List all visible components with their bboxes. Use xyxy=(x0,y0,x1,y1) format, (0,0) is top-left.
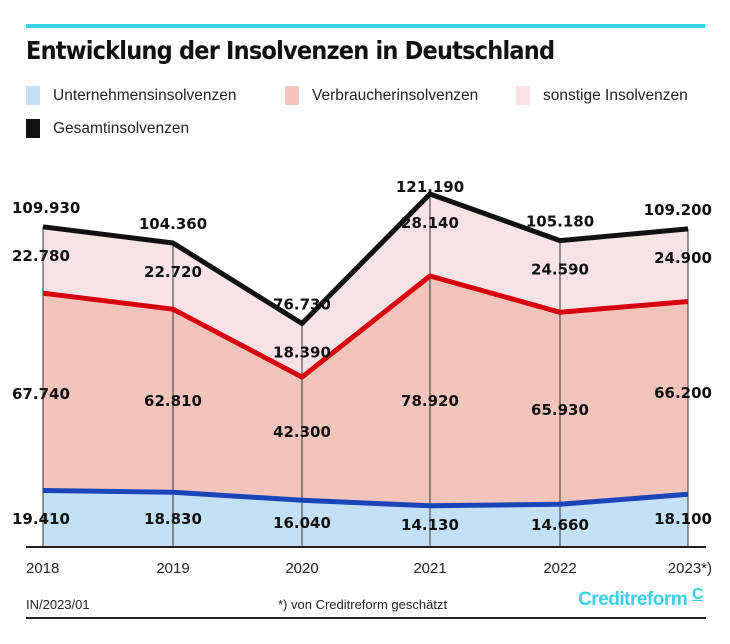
chart-title: Entwicklung der Insolvenzen in Deutschla… xyxy=(26,36,555,65)
legend-item-verbraucher: Verbraucherinsolvenzen xyxy=(285,86,478,105)
label-verbraucher-2020: 42.300 xyxy=(273,423,331,441)
label-unternehmen-2020: 16.040 xyxy=(273,514,331,532)
brand-name: Creditreform xyxy=(578,589,688,610)
footer-rule xyxy=(26,617,706,619)
label-gesamt-2023*): 109.200 xyxy=(644,201,712,219)
label-gesamt-2018: 109.930 xyxy=(12,199,80,217)
legend-label: Verbraucherinsolvenzen xyxy=(312,86,479,104)
line-gesamt xyxy=(42,191,689,326)
area-unternehmen xyxy=(43,490,688,547)
label-verbraucher-2018: 67.740 xyxy=(12,385,70,403)
accent-bar xyxy=(26,24,705,28)
x-tick-2023*): 2023*) xyxy=(668,560,712,577)
label-unternehmen-2021: 14.130 xyxy=(401,516,459,534)
label-unternehmen-2023*): 18.100 xyxy=(654,510,712,528)
footer-code: IN/2023/01 xyxy=(26,597,90,612)
line-unternehmen xyxy=(42,488,689,509)
brand-logo: Creditreform C xyxy=(578,586,704,611)
x-tick-2021: 2021 xyxy=(413,560,446,577)
label-sonstige-2022: 24.590 xyxy=(531,261,589,279)
legend-swatch xyxy=(26,119,40,138)
x-tick-2022: 2022 xyxy=(543,560,576,577)
label-sonstige-2020: 18.390 xyxy=(273,344,331,362)
legend-label: sonstige Insolvenzen xyxy=(543,86,688,104)
legend-swatch xyxy=(285,86,299,105)
label-sonstige-2019: 22.720 xyxy=(144,263,202,281)
label-verbraucher-2021: 78.920 xyxy=(401,392,459,410)
label-gesamt-2021: 121.190 xyxy=(396,178,464,196)
area-verbraucher xyxy=(43,276,688,506)
brand-c-icon: C xyxy=(691,586,704,603)
legend-label: Gesamtinsolvenzen xyxy=(53,119,190,137)
label-sonstige-2021: 28.140 xyxy=(401,214,459,232)
label-unternehmen-2018: 19.410 xyxy=(12,510,70,528)
label-sonstige-2023*): 24.900 xyxy=(654,249,712,267)
legend-item-gesamt: Gesamtinsolvenzen xyxy=(26,119,189,138)
label-gesamt-2020: 76.730 xyxy=(273,296,331,314)
label-unternehmen-2022: 14.660 xyxy=(531,516,589,534)
legend-item-unternehmen: Unternehmensinsolvenzen xyxy=(26,86,237,105)
legend-label: Unternehmensinsolvenzen xyxy=(53,86,237,104)
x-tick-2018: 2018 xyxy=(26,560,59,577)
label-gesamt-2019: 104.360 xyxy=(139,215,207,233)
x-tick-2019: 2019 xyxy=(156,560,189,577)
label-verbraucher-2022: 65.930 xyxy=(531,401,589,419)
label-unternehmen-2019: 18.830 xyxy=(144,510,202,528)
legend-swatch xyxy=(516,86,530,105)
area-sonstige xyxy=(43,194,688,378)
label-verbraucher-2019: 62.810 xyxy=(144,392,202,410)
legend-item-sonstige: sonstige Insolvenzen xyxy=(516,86,688,105)
legend-swatch xyxy=(26,86,40,105)
label-verbraucher-2023*): 66.200 xyxy=(654,384,712,402)
x-tick-2020: 2020 xyxy=(285,560,318,577)
label-sonstige-2018: 22.780 xyxy=(12,247,70,265)
label-gesamt-2022: 105.180 xyxy=(526,213,594,231)
footer-note: *) von Creditreform geschätzt xyxy=(278,597,448,612)
line-verbraucher xyxy=(42,273,689,380)
